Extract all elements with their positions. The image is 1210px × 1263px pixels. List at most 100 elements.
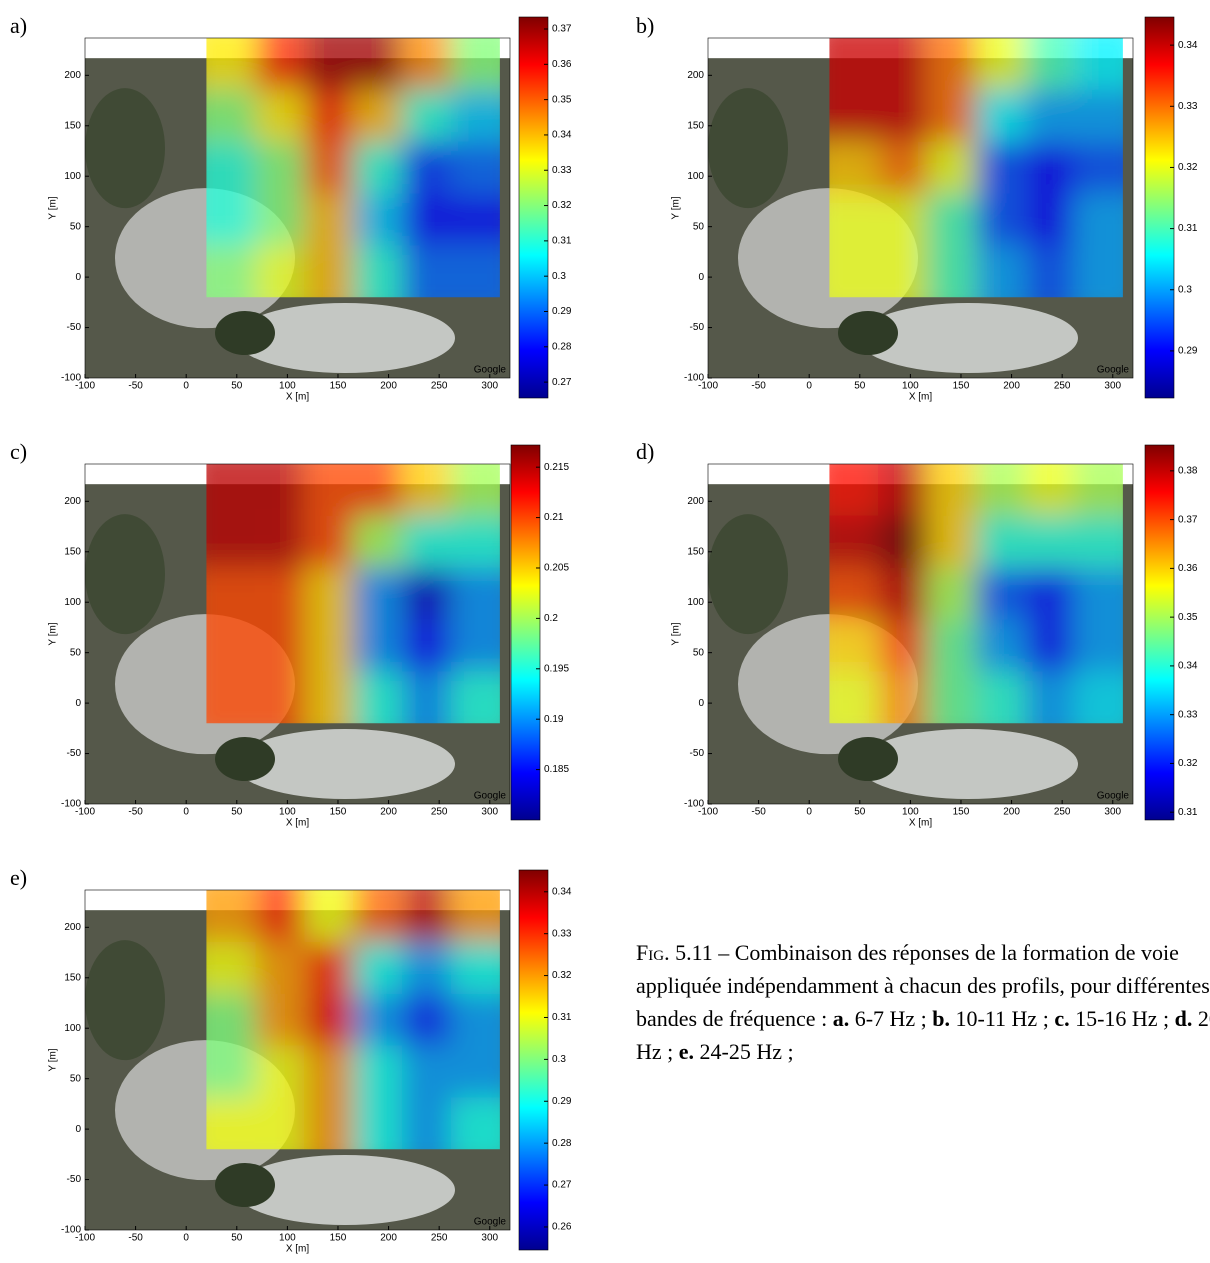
heat-cell [878, 141, 929, 195]
x-tick-label: -100 [75, 1233, 95, 1244]
heat-cell [402, 671, 452, 724]
y-tick-label: 100 [64, 171, 81, 182]
colorbar-tick-label: 0.37 [552, 24, 572, 35]
x-tick-label: 250 [1054, 381, 1071, 392]
heat-cell [1073, 193, 1123, 247]
heat-cell [1025, 38, 1075, 91]
y-tick-label: 50 [70, 647, 82, 658]
heat-cell [255, 619, 306, 673]
colorbar-tick-label: 0.29 [552, 1096, 572, 1107]
colorbar-tick-label: 0.34 [552, 886, 572, 897]
heat-cell [1025, 619, 1075, 673]
colorbar-tick-label: 0.185 [544, 764, 569, 775]
heat-cell [304, 141, 355, 195]
watermark: Google [1097, 365, 1130, 376]
heat-cell [255, 890, 306, 943]
heat-cell [206, 567, 257, 621]
heat-cell [927, 193, 978, 247]
x-tick-label: 200 [1003, 381, 1020, 392]
heat-cell [1025, 89, 1075, 143]
heat-cell [976, 464, 1027, 517]
caption-key: c. [1054, 1006, 1070, 1031]
x-tick-label: 100 [902, 381, 919, 392]
heat-cell [829, 89, 880, 143]
heat-cell [255, 515, 306, 569]
heat-cell [353, 890, 404, 943]
y-tick-label: -50 [67, 748, 82, 759]
colorbar-tick-label: 0.3 [552, 271, 566, 282]
colorbar-tick-label: 0.32 [552, 970, 572, 981]
colorbar [518, 869, 549, 1251]
colorbar-tick-label: 0.33 [552, 928, 572, 939]
colorbar-tick-label: 0.31 [552, 236, 572, 247]
x-tick-label: 50 [854, 381, 866, 392]
heat-cell [1073, 619, 1123, 673]
x-tick-label: -50 [751, 807, 766, 818]
y-tick-label: 0 [75, 698, 81, 709]
photo-forest [708, 514, 788, 635]
heat-cell [255, 89, 306, 143]
y-axis-label: Y [m] [48, 1048, 59, 1071]
x-tick-label: -50 [751, 381, 766, 392]
heat-cell [450, 671, 500, 724]
colorbar-tick-label: 0.35 [1178, 612, 1198, 623]
x-tick-label: -100 [75, 381, 95, 392]
y-tick-label: 150 [687, 546, 704, 557]
heat-cell [255, 1097, 306, 1150]
y-axis-label: Y [m] [48, 196, 59, 219]
x-tick-label: 100 [279, 807, 296, 818]
colorbar-tick-label: 0.195 [544, 663, 569, 674]
heat-cell [1073, 38, 1123, 91]
x-tick-label: 250 [431, 1233, 448, 1244]
heat-cell [255, 141, 306, 195]
x-tick-label: 0 [806, 807, 812, 818]
heat-cell [206, 993, 257, 1047]
colorbar-tick-label: 0.36 [1178, 563, 1198, 574]
heat-cell [206, 619, 257, 673]
watermark: Google [1097, 791, 1130, 802]
heat-cell [402, 38, 452, 91]
heat-cell [402, 515, 452, 569]
colorbar-tick-label: 0.32 [552, 200, 572, 211]
heat-cell [976, 619, 1027, 673]
heat-cell [878, 464, 929, 517]
heatmap [829, 464, 1123, 724]
watermark: Google [474, 1217, 507, 1228]
heat-cell [353, 464, 404, 517]
colorbar-tick-label: 0.36 [552, 59, 572, 70]
caption-label: Fig. 5.11 [636, 940, 713, 965]
photo-forest [85, 514, 165, 635]
x-tick-label: 300 [481, 381, 498, 392]
heat-cell [450, 890, 500, 943]
photo-forest [85, 940, 165, 1061]
y-tick-label: 200 [687, 70, 704, 81]
caption-key: a. [832, 1006, 850, 1031]
heat-cell [304, 1097, 355, 1150]
heat-cell [450, 619, 500, 673]
heat-cell [1025, 464, 1075, 517]
y-tick-label: 50 [70, 221, 82, 232]
heat-cell [206, 671, 257, 724]
x-tick-label: 0 [183, 807, 189, 818]
heat-cell [255, 671, 306, 724]
heat-cell [353, 515, 404, 569]
heat-cell [927, 515, 978, 569]
heat-cell [304, 245, 355, 298]
heat-cell [878, 193, 929, 247]
heat-cell [878, 515, 929, 569]
heat-cell [402, 141, 452, 195]
heat-cell [206, 941, 257, 995]
y-tick-label: -50 [690, 748, 705, 759]
colorbar-tick-label: 0.28 [552, 1138, 572, 1149]
heat-cell [353, 993, 404, 1047]
colorbar-tick-label: 0.26 [552, 1222, 572, 1233]
heat-cell [255, 993, 306, 1047]
heat-cell [1073, 89, 1123, 143]
heat-cell [402, 89, 452, 143]
heat-cell [304, 567, 355, 621]
heat-cell [353, 141, 404, 195]
photo-forest [708, 88, 788, 209]
x-tick-label: -50 [128, 381, 143, 392]
x-tick-label: 150 [330, 381, 347, 392]
